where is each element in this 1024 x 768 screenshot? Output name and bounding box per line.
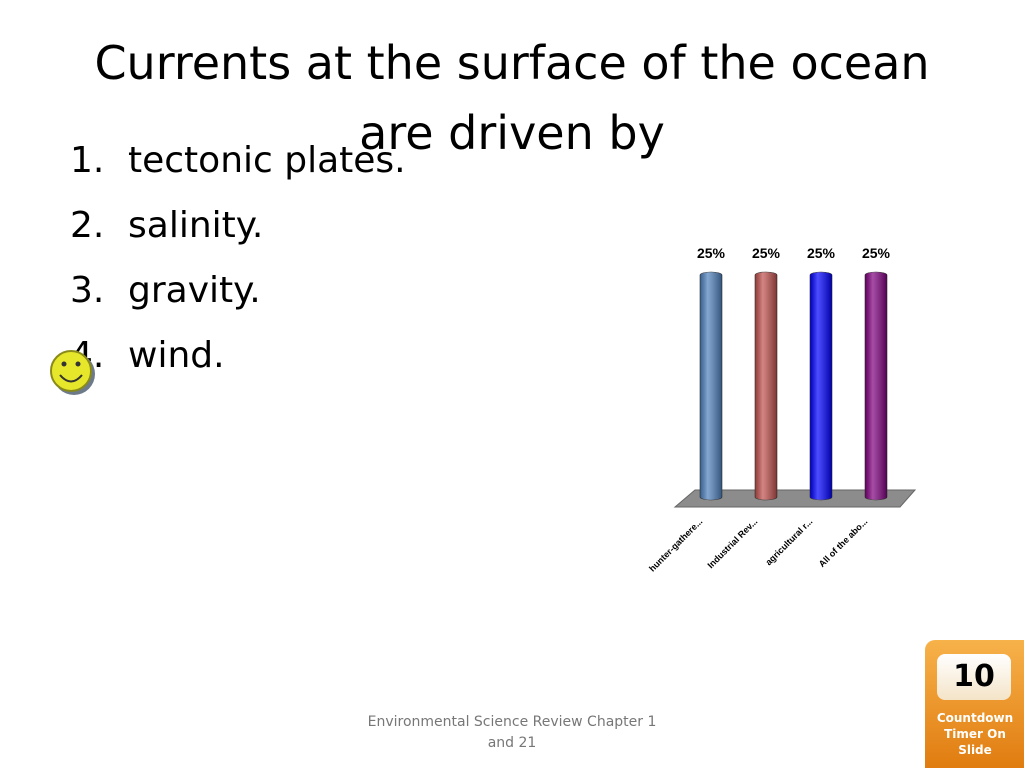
option-number: 3.	[70, 270, 105, 311]
smiley	[50, 350, 95, 395]
bar-shine	[755, 272, 777, 500]
option: 1. tectonic plates.	[70, 140, 406, 181]
value-label: 25%	[752, 245, 781, 261]
value-label: 25%	[807, 245, 836, 261]
slide-title: Currents at the surface of the ocean are…	[94, 36, 930, 160]
option-text: tectonic plates.	[128, 140, 406, 181]
timer-label: Countdown Timer On Slide	[936, 711, 1014, 757]
footer: Environmental Science Review Chapter 1 a…	[367, 714, 657, 751]
x-tick-label: hunter-gathere...	[647, 516, 704, 573]
option-text: gravity.	[128, 270, 261, 311]
bar-shine	[865, 272, 887, 500]
chart-floor	[673, 489, 917, 508]
option-number: 2.	[70, 205, 105, 246]
value-label: 25%	[697, 245, 726, 261]
option-text: salinity.	[128, 205, 264, 246]
option-number: 1.	[70, 140, 105, 181]
option: 3. gravity.	[70, 270, 261, 311]
option-text: wind.	[128, 335, 225, 376]
timer-count: 10	[937, 654, 1011, 700]
value-label: 25%	[862, 245, 891, 261]
x-tick-label: agricultural r...	[763, 516, 814, 567]
x-tick-label: All of the abo...	[817, 516, 870, 569]
bar-shine	[700, 272, 722, 500]
x-tick-label: Industrial Rev...	[705, 516, 759, 570]
option: 2. salinity.	[70, 205, 263, 246]
bar-shine	[810, 272, 832, 500]
countdown-timer: 10 Countdown Timer On Slide	[925, 640, 1024, 768]
